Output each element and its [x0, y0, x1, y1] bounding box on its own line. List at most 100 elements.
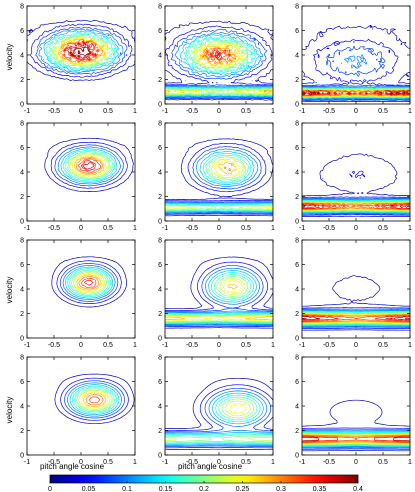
x-tick-label: -1	[24, 108, 30, 115]
y-tick-label: 8	[20, 4, 24, 11]
contour-level	[302, 429, 410, 449]
x-tick-label: 0.5	[378, 459, 388, 466]
contour-level	[302, 202, 410, 210]
x-tick-label: 0.5	[378, 225, 388, 232]
contour-level	[82, 392, 107, 407]
contour-level	[302, 87, 410, 99]
y-tick-label: 2	[158, 194, 162, 201]
contour-lines	[302, 24, 410, 103]
contour-level	[211, 52, 220, 58]
contour-level	[78, 158, 102, 173]
contour-level	[201, 45, 272, 92]
contour-level	[165, 31, 273, 98]
colorbar-tick-label: 0.4	[353, 486, 363, 492]
contour-level	[302, 90, 410, 96]
contour-level	[302, 45, 410, 100]
x-tick-label: -0.5	[186, 225, 198, 232]
y-tick-label: 0	[295, 102, 299, 109]
xlabel-col-0: pitch angle cosine	[40, 462, 105, 471]
contour-level	[302, 434, 410, 444]
contour-level	[80, 391, 109, 409]
ylabel-row-3: velocity	[5, 397, 14, 424]
contour-level	[165, 267, 273, 326]
contour-level	[302, 86, 410, 99]
contour-level	[302, 201, 410, 212]
contour-level	[302, 203, 410, 210]
contour-level	[55, 37, 107, 66]
contour-level	[302, 316, 410, 321]
y-tick-label: 8	[158, 4, 162, 11]
contour-level	[78, 275, 100, 290]
panel-r0-c2: -1 -0.5 0 0.5 1 0 2 4 6 8	[295, 4, 412, 116]
contour-level	[302, 202, 410, 211]
x-tick-label: 1	[133, 225, 137, 232]
panel-r0-c1: -1 -0.5 0 0.5 1 0 2 4 6 8	[158, 4, 275, 116]
contour-level	[302, 204, 410, 209]
contour-level	[51, 256, 127, 308]
contour-level	[71, 270, 107, 295]
x-tick-label: 0	[79, 225, 83, 232]
x-tick-label: -1	[162, 108, 168, 115]
x-tick-label: 1	[133, 108, 137, 115]
x-tick-label: -0.5	[323, 459, 335, 466]
contour-level	[165, 160, 273, 210]
x-tick-label: -0.5	[48, 459, 60, 466]
contour-level	[76, 388, 113, 411]
contour-level	[302, 433, 410, 445]
x-tick-label: 0	[79, 108, 83, 115]
y-tick-label: 6	[295, 28, 299, 35]
x-tick-label: 0	[354, 108, 358, 115]
x-tick-label: 0	[217, 342, 221, 349]
colorbar-tick-label: 0.2	[199, 486, 209, 492]
contour-level	[54, 144, 124, 187]
contour-level	[302, 431, 410, 447]
contour-level	[84, 279, 93, 286]
y-tick-label: 0	[20, 219, 24, 226]
x-tick-label: -1	[24, 342, 30, 349]
x-tick-label: -1	[299, 108, 305, 115]
x-tick-label: -0.5	[323, 225, 335, 232]
contour-level	[27, 19, 135, 82]
contour-level	[302, 91, 409, 95]
y-tick-label: 4	[20, 404, 24, 411]
contour-level	[302, 38, 410, 101]
panel-r0-c0: -1 -0.5 0 0.5 1 0 2 4 6 8	[20, 4, 137, 116]
contour-level	[62, 265, 116, 300]
contour-level	[165, 146, 273, 214]
x-tick-label: 0	[217, 108, 221, 115]
contour-lines	[302, 153, 410, 217]
x-tick-label: -1	[299, 342, 305, 349]
contour-level	[302, 309, 410, 328]
contour-level	[78, 389, 111, 410]
contour-level	[165, 273, 273, 324]
contour-level	[74, 273, 104, 292]
contour-level	[165, 44, 273, 94]
contour-level	[165, 20, 273, 101]
y-tick-label: 4	[20, 170, 24, 177]
contour-level	[165, 400, 273, 442]
x-tick-label: 1	[271, 459, 275, 466]
contour-lines	[165, 377, 273, 451]
contour-lines	[51, 256, 127, 308]
contour-level	[302, 399, 410, 452]
colorbar-tick-label: 0.3	[276, 486, 286, 492]
x-tick-label: 0	[79, 342, 83, 349]
contour-level	[88, 396, 101, 404]
x-tick-label: 1	[133, 459, 137, 466]
contour-lines	[302, 275, 410, 331]
x-tick-label: -1	[299, 459, 305, 466]
contour-level	[165, 150, 273, 213]
contour-level	[165, 377, 273, 451]
contour-level	[165, 28, 273, 99]
contour-level	[302, 311, 410, 326]
x-tick-label: -0.5	[48, 342, 60, 349]
ylabel-row-0: velocity	[5, 44, 14, 71]
x-tick-label: 0	[217, 459, 221, 466]
x-tick-label: 0	[354, 225, 358, 232]
panel-r1-c1: -1 -0.5 0 0.5 1 0 2 4 6 8	[158, 121, 275, 233]
contour-level	[80, 160, 96, 171]
contour-level	[65, 266, 114, 299]
y-tick-label: 4	[20, 53, 24, 60]
contour-level	[62, 40, 101, 63]
y-tick-label: 4	[295, 287, 299, 294]
